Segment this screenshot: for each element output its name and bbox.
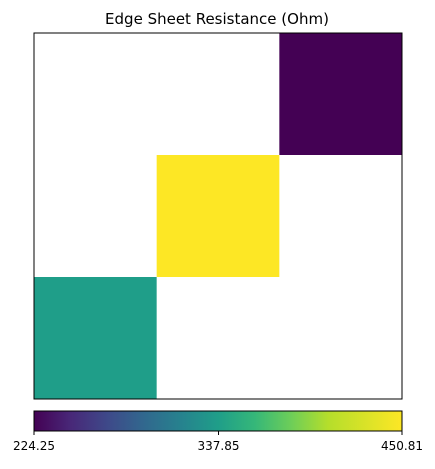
colorbar-tick-label: 224.25 <box>13 439 55 453</box>
heatmap-cell <box>156 155 280 277</box>
heatmap-cell <box>279 33 402 155</box>
colorbar: 224.25 337.85 450.81 <box>13 410 423 453</box>
colorbar-ticks: 224.25 337.85 450.81 <box>13 431 423 453</box>
plot-frame <box>33 32 403 400</box>
chart-title: Edge Sheet Resistance (Ohm) <box>105 10 329 28</box>
colorbar-tick-label: 450.81 <box>381 439 423 453</box>
plot-area <box>33 32 403 400</box>
heatmap-cells <box>34 33 402 399</box>
heatmap-cell <box>34 277 157 399</box>
colorbar-tick-label: 337.85 <box>198 439 240 453</box>
colorbar-frame <box>33 410 403 432</box>
colorbar-gradient <box>34 411 402 431</box>
